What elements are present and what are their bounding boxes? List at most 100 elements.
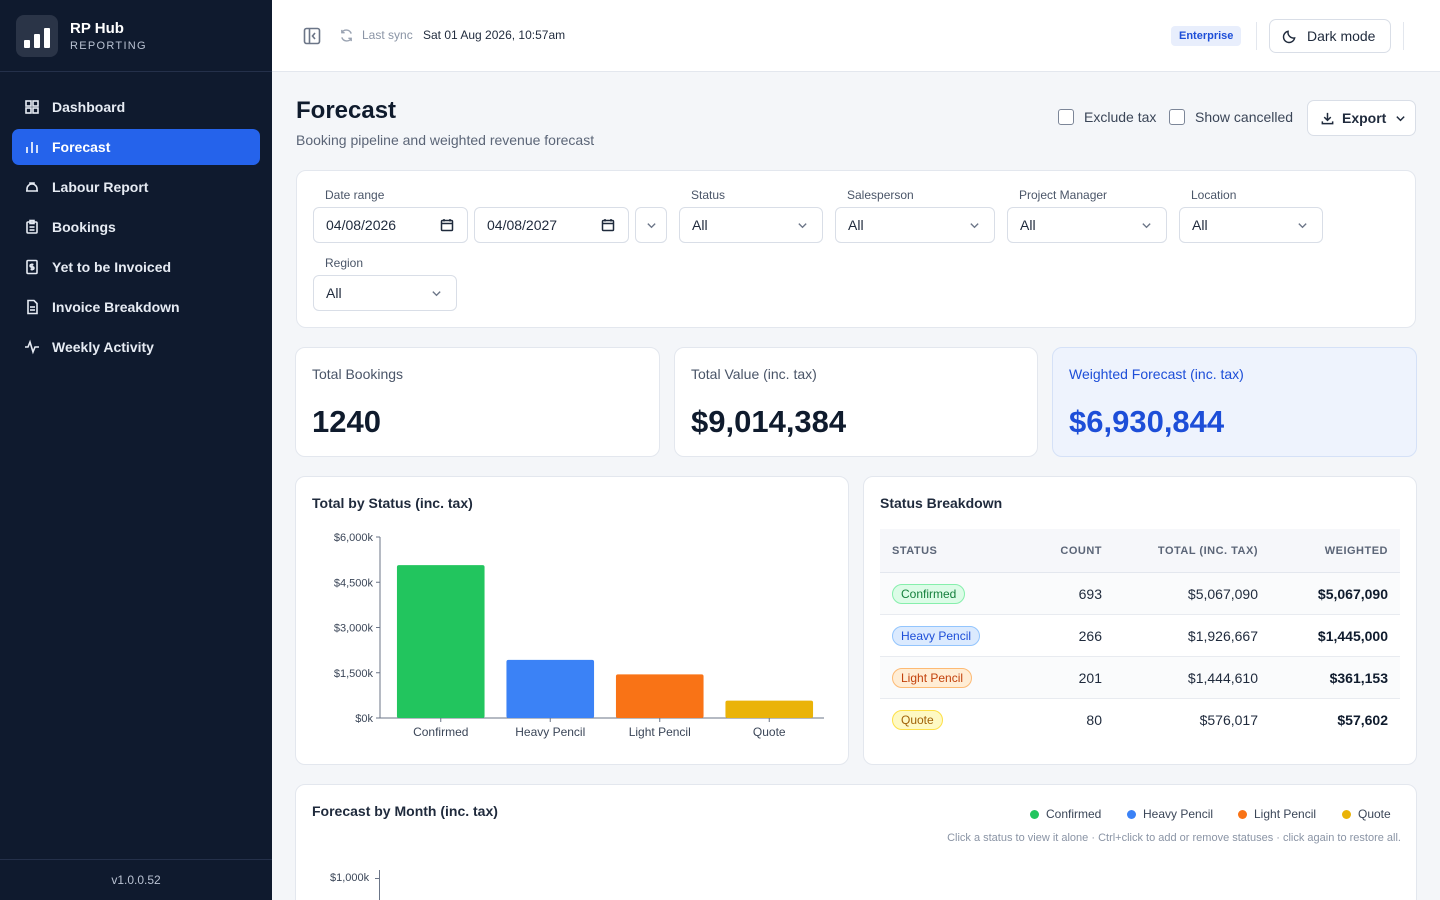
chevron-down-icon <box>1298 223 1307 229</box>
total-cell: $576,017 <box>1199 712 1258 728</box>
sidebar-item-labour-report[interactable]: Labour Report <box>12 169 260 205</box>
x-tick-label: Light Pencil <box>629 725 691 739</box>
status-badge: Heavy Pencil <box>892 625 981 646</box>
chevron-down-icon <box>970 223 979 229</box>
sidebar-item-label: Labour Report <box>52 179 149 195</box>
project-manager-select[interactable]: All <box>1007 207 1167 243</box>
sidebar-item-forecast[interactable]: Forecast <box>12 129 260 165</box>
table-row: Confirmed 693 $5,067,090 $5,067,090 <box>880 573 1400 615</box>
hard-hat-icon <box>26 182 38 192</box>
weighted-cell: $5,067,090 <box>1317 585 1388 602</box>
grid-icon <box>25 100 39 114</box>
x-tick-label: Confirmed <box>413 725 468 739</box>
calendar-icon[interactable] <box>601 218 615 232</box>
receipt-dollar-icon <box>26 259 38 275</box>
column-header-count[interactable]: COUNT <box>1060 544 1102 557</box>
kpi-total-value: Total Value (inc. tax) $9,014,384 <box>674 347 1038 457</box>
salesperson-filter-label: Salesperson <box>847 188 914 202</box>
dark-mode-label: Dark mode <box>1307 28 1376 44</box>
legend-item-heavy-pencil[interactable]: Heavy Pencil <box>1127 807 1213 821</box>
legend-item-quote[interactable]: Quote <box>1342 807 1391 821</box>
kpi-weighted-forecast: Weighted Forecast (inc. tax) $6,930,844 <box>1052 347 1417 457</box>
sidebar-item-invoice-breakdown[interactable]: Invoice Breakdown <box>12 289 260 325</box>
chevron-down-icon <box>798 223 807 229</box>
legend-item-light-pencil[interactable]: Light Pencil <box>1238 807 1316 821</box>
last-sync-label: Last sync <box>362 28 413 42</box>
status-cell: Heavy Pencil <box>880 625 1020 646</box>
sidebar-item-label: Forecast <box>52 139 111 155</box>
date-to-input[interactable]: 04/08/2027 <box>474 207 629 243</box>
bar-chart-icon <box>26 142 38 153</box>
sidebar: RP Hub REPORTING Dashboard Forecast Labo… <box>0 0 272 900</box>
sidebar-item-dashboard[interactable]: Dashboard <box>12 89 260 125</box>
sidebar-item-label: Dashboard <box>52 99 126 115</box>
show-cancelled-label: Show cancelled <box>1195 109 1294 125</box>
y-tick-label: $4,500k <box>334 577 374 589</box>
kpi-value: 1240 <box>312 404 381 439</box>
y-tick <box>375 878 379 879</box>
last-sync-value: Sat 01 Aug 2026, 10:57am <box>423 28 566 42</box>
salesperson-select[interactable]: All <box>835 207 995 243</box>
status-bar-chart: $0k $1,500k $3,000k $4,500k $6,000k Confirmed… <box>334 532 824 739</box>
page-title: Forecast <box>296 97 397 124</box>
table-header: STATUS COUNT TOTAL (INC. TAX) WEIGHTED <box>880 529 1400 573</box>
sidebar-item-label: Weekly Activity <box>52 339 154 355</box>
y-tick-label: $3,000k <box>334 623 374 635</box>
x-tick-label: Quote <box>753 725 786 739</box>
kpi-label: Total Value (inc. tax) <box>691 366 817 382</box>
chevron-down-icon <box>1396 115 1406 121</box>
chevron-down-icon <box>1142 223 1151 229</box>
logo-bar-chart-icon <box>16 14 58 57</box>
column-header-total[interactable]: TOTAL (INC. TAX) <box>1157 544 1258 557</box>
legend-dot <box>1342 809 1351 819</box>
legend-dot <box>1238 809 1247 819</box>
sidebar-collapse-icon[interactable] <box>302 26 322 46</box>
legend-item-confirmed[interactable]: Confirmed <box>1030 807 1101 821</box>
total-cell: $5,067,090 <box>1187 585 1258 602</box>
chevron-down-icon <box>647 223 656 229</box>
weighted-cell: $57,602 <box>1337 712 1388 728</box>
location-select[interactable]: All <box>1179 207 1323 243</box>
exclude-tax-checkbox[interactable]: Exclude tax <box>1058 109 1156 125</box>
brand[interactable]: RP Hub REPORTING <box>0 0 272 72</box>
region-select[interactable]: All <box>313 275 457 311</box>
date-presets-dropdown[interactable] <box>635 207 667 243</box>
legend-dot <box>1030 809 1039 819</box>
bar-confirmed[interactable] <box>396 565 485 718</box>
kpi-total-bookings: Total Bookings 1240 <box>295 347 660 457</box>
bar-quote[interactable] <box>725 700 814 718</box>
show-cancelled-checkbox[interactable]: Show cancelled <box>1169 109 1293 125</box>
status-select[interactable]: All <box>679 207 823 243</box>
location-filter-label: Location <box>1191 188 1237 202</box>
column-header-weighted[interactable]: WEIGHTED <box>1324 544 1388 557</box>
checkbox-box[interactable] <box>1169 109 1185 125</box>
count-cell: 266 <box>1078 627 1102 644</box>
count-cell: 80 <box>1086 712 1102 728</box>
sync-icon[interactable] <box>339 28 354 43</box>
clipboard-icon <box>26 219 38 234</box>
sidebar-item-label: Invoice Breakdown <box>52 299 180 315</box>
sidebar-nav: Dashboard Forecast Labour Report Booking… <box>0 72 272 365</box>
x-tick-label: Heavy Pencil <box>515 725 585 739</box>
date-from-input[interactable]: 04/08/2026 <box>313 207 468 243</box>
table-row: Light Pencil 201 $1,444,610 $361,153 <box>880 657 1400 699</box>
dark-mode-button[interactable]: Dark mode <box>1269 19 1391 53</box>
sidebar-item-yet-to-be-invoiced[interactable]: Yet to be Invoiced <box>12 249 260 285</box>
checkbox-box[interactable] <box>1058 109 1074 125</box>
sidebar-item-bookings[interactable]: Bookings <box>12 209 260 245</box>
bar-light-pencil[interactable] <box>615 674 704 718</box>
divider <box>1403 22 1404 50</box>
brand-subtitle: REPORTING <box>70 39 147 52</box>
date-to-value: 04/08/2027 <box>487 217 558 233</box>
status-breakdown-card: Status Breakdown STATUS COUNT TOTAL (INC… <box>863 476 1417 765</box>
column-header-status[interactable]: STATUS <box>892 544 938 557</box>
export-button[interactable]: Export <box>1307 100 1416 136</box>
kpi-value: $9,014,384 <box>691 404 847 439</box>
count-cell: 201 <box>1078 669 1102 686</box>
calendar-icon[interactable] <box>440 218 454 232</box>
bar-heavy-pencil[interactable] <box>506 659 595 718</box>
location-select-value: All <box>1192 217 1208 233</box>
table-row: Heavy Pencil 266 $1,926,667 $1,445,000 <box>880 615 1400 657</box>
status-filter-label: Status <box>691 188 726 202</box>
sidebar-item-weekly-activity[interactable]: Weekly Activity <box>12 329 260 365</box>
